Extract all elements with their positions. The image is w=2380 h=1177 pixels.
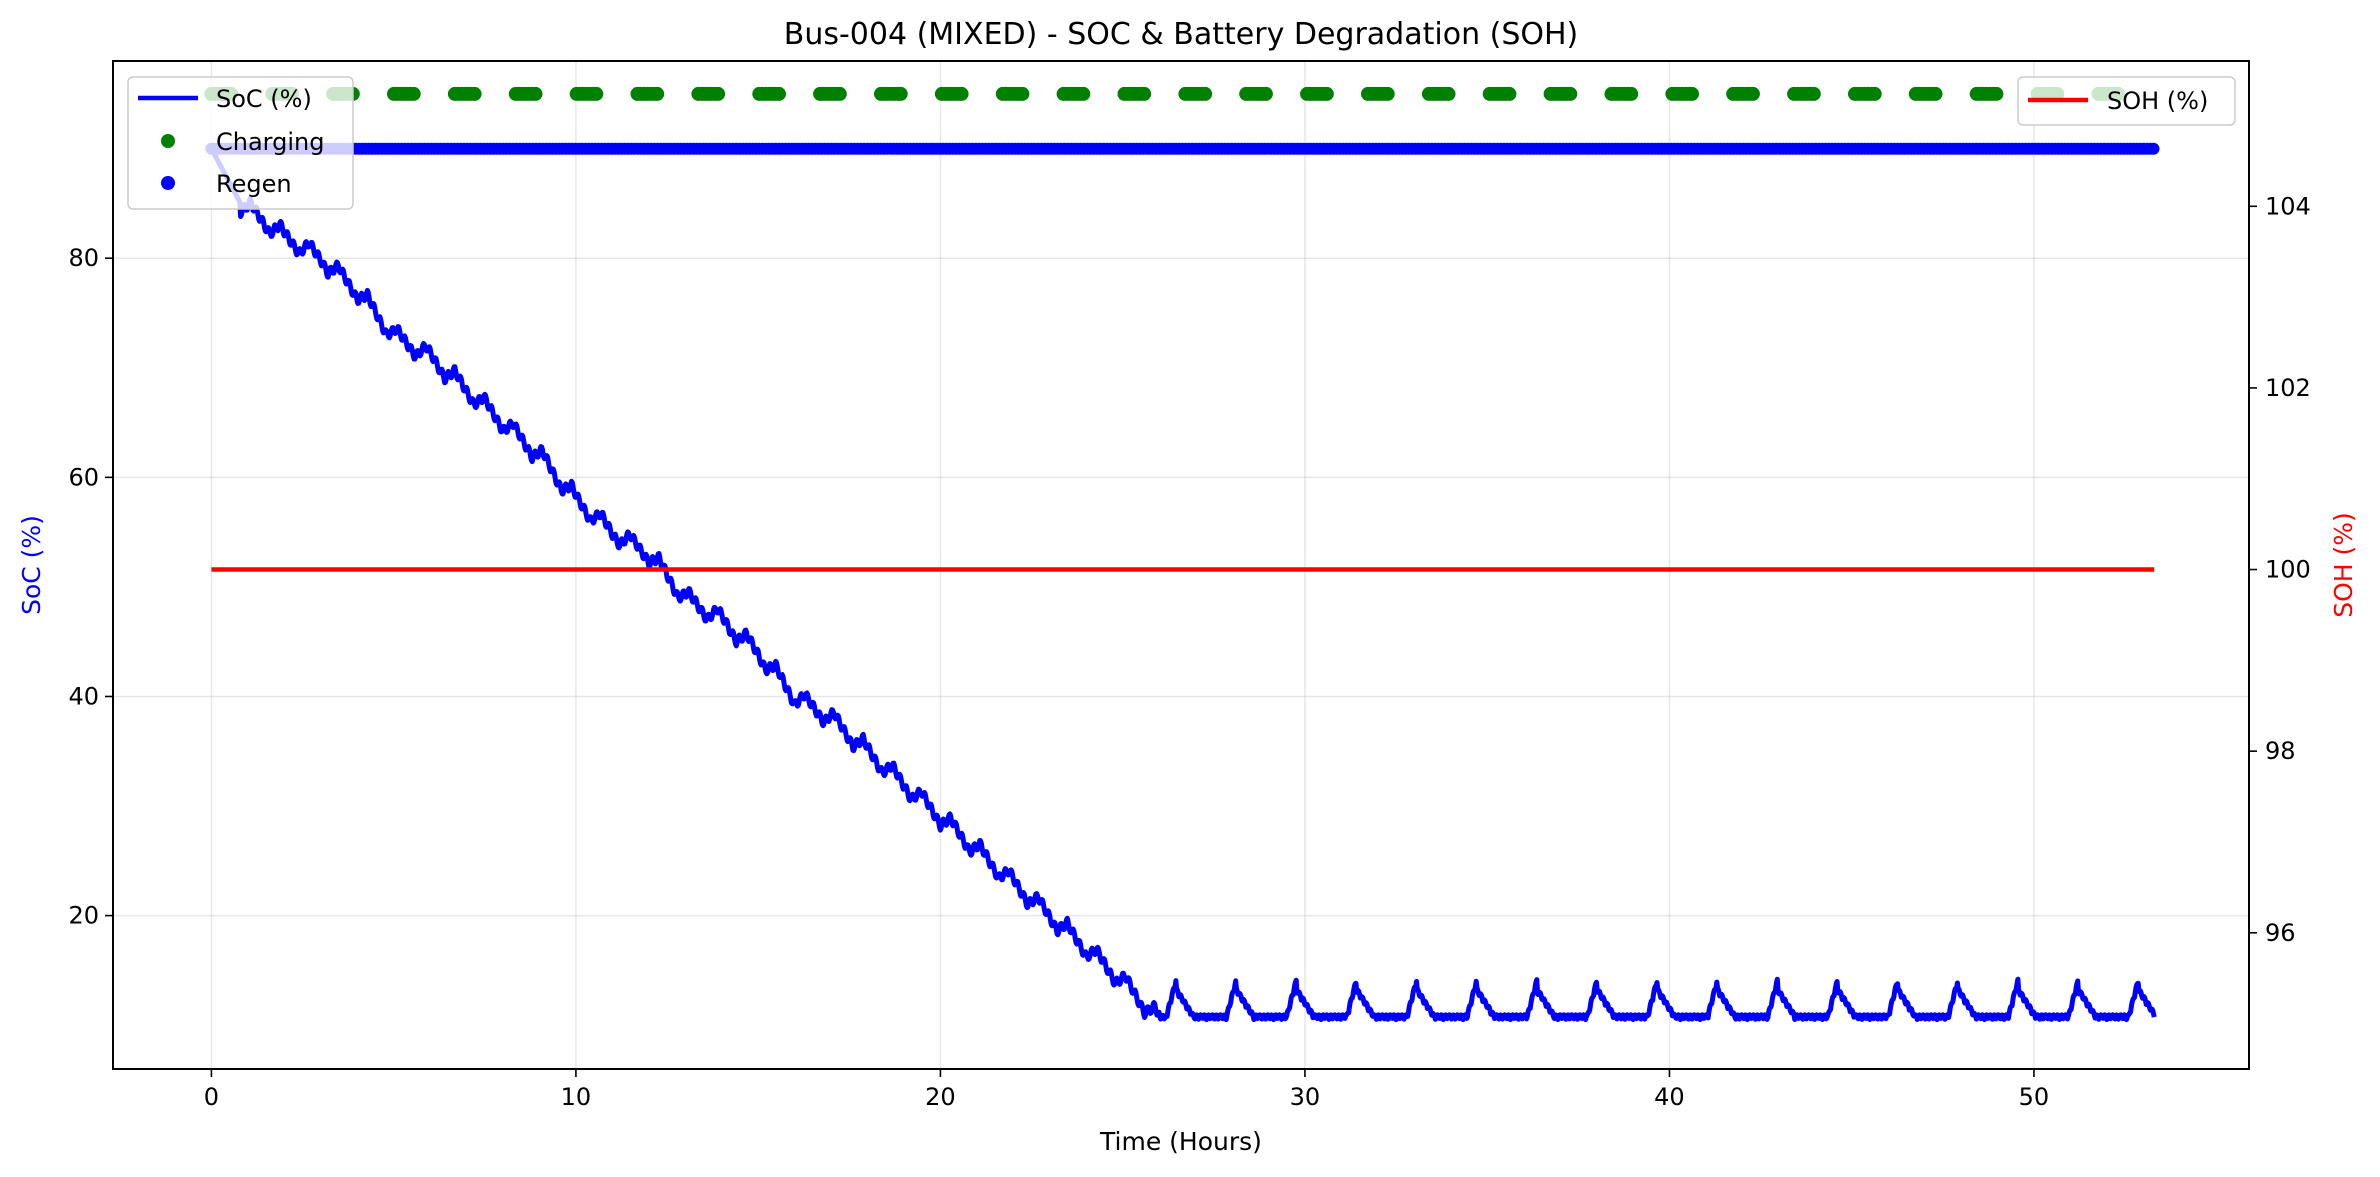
legend-charging-label: Charging	[216, 128, 324, 156]
legend-regen-label: Regen	[216, 170, 292, 198]
charging-point	[1685, 86, 1699, 101]
legend-soc-label: SoC (%)	[216, 85, 312, 113]
x-tick-label: 10	[561, 1083, 592, 1111]
x-tick-label: 0	[204, 1083, 219, 1111]
charging-point	[1015, 86, 1030, 101]
soc-line	[209, 147, 2157, 1023]
ticks: 0 10 20 30 40 50 20 40 60 80 96 98 100 102 104	[68, 192, 2310, 1111]
charging-point	[1076, 86, 1091, 101]
charging-point	[772, 86, 786, 101]
charging-point	[467, 86, 482, 101]
charging-point	[1745, 86, 1760, 101]
y-left-tick-label: 40	[68, 682, 99, 710]
plot-area	[204, 86, 2160, 1023]
charging-point	[1563, 86, 1578, 101]
y-axis-right-label: SOH (%)	[2329, 512, 2358, 618]
x-tick-label: 30	[1290, 1083, 1321, 1111]
charging-point	[832, 86, 847, 101]
y-left-tick-label: 20	[68, 902, 99, 930]
y-left-tick-label: 80	[68, 244, 99, 272]
legend-soh-label: SOH (%)	[2107, 87, 2208, 115]
legend-left-frame	[127, 76, 354, 210]
charging-point	[1441, 86, 1456, 101]
legend-right: SOH (%)	[2017, 76, 2236, 126]
x-axis-label: Time (Hours)	[1099, 1127, 1262, 1156]
chart-title: Bus-004 (MIXED) - SOC & Battery Degradat…	[784, 17, 1579, 52]
x-tick-label: 50	[2019, 1083, 2050, 1111]
y-right-tick-label: 102	[2265, 374, 2311, 402]
charging-point	[1928, 86, 1943, 101]
charging-point	[406, 86, 421, 101]
y-right-tick-label: 98	[2265, 737, 2296, 765]
legend-right-frame	[2017, 76, 2236, 126]
charging-point	[528, 86, 543, 101]
charging-point	[954, 86, 969, 101]
grid	[113, 61, 2249, 1069]
y-right-tick-label: 100	[2265, 556, 2311, 584]
charging-point	[650, 86, 665, 101]
charging-point	[1502, 86, 1517, 101]
y-axis-left-label: SoC (%)	[17, 515, 46, 615]
x-tick-label: 20	[925, 1083, 956, 1111]
charging-point	[711, 86, 726, 101]
charging-point	[1989, 86, 2004, 101]
charging-point	[1198, 86, 1213, 101]
charging-point	[589, 86, 604, 101]
charging-point	[1806, 86, 1821, 101]
y-left-tick-label: 60	[68, 463, 99, 491]
charging-point	[1380, 86, 1395, 101]
legend-regen-swatch	[161, 176, 175, 190]
charging-point	[1624, 86, 1639, 101]
x-tick-label: 40	[1654, 1083, 1685, 1111]
y-right-tick-label: 104	[2265, 192, 2311, 220]
charging-point	[893, 86, 908, 101]
y-right-tick-label: 96	[2265, 919, 2296, 947]
regen-point	[2147, 142, 2160, 155]
legend-charging-swatch	[161, 134, 175, 148]
legend-left: SoC (%) Charging Regen	[127, 76, 354, 210]
charging-point	[1319, 86, 1334, 101]
charging-point	[1867, 86, 1882, 101]
axes-frame	[112, 60, 2250, 1070]
charging-point	[1258, 86, 1273, 101]
charging-point	[1137, 86, 1152, 101]
